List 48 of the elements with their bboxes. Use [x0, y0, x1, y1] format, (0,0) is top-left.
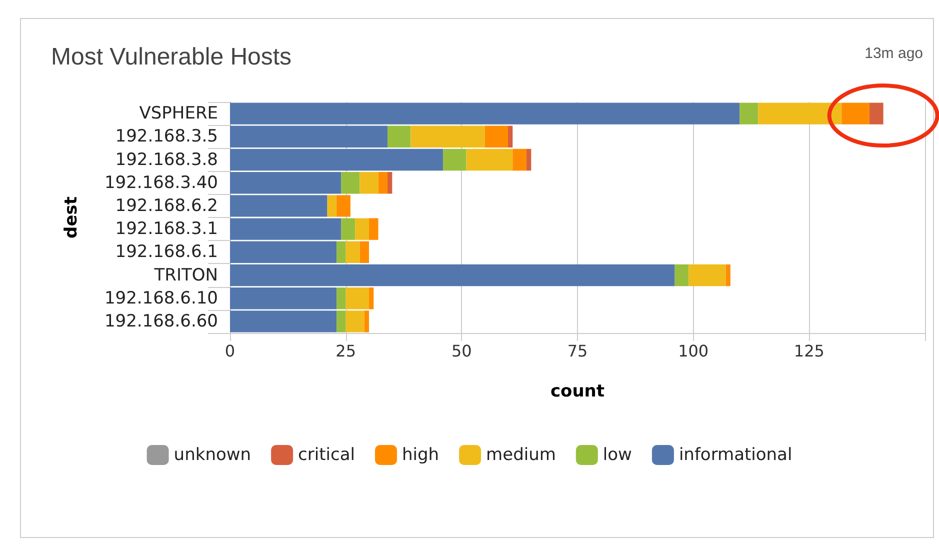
y-tick-label: 192.168.6.1: [115, 242, 218, 262]
legend-label: low: [602, 445, 632, 465]
chart-title: Most Vulnerable Hosts: [51, 44, 292, 70]
bar: [443, 148, 466, 171]
y-axis-title: dest: [62, 196, 82, 238]
y-tick-label: 192.168.3.1: [115, 219, 218, 240]
bar: [508, 126, 513, 148]
bar: [674, 264, 689, 286]
bar: [360, 241, 369, 264]
x-tick-label: 50: [451, 342, 472, 360]
bar: [360, 172, 378, 194]
bar: [369, 218, 378, 240]
legend-label: medium: [486, 445, 556, 465]
y-tick-label: 192.168.3.8: [115, 150, 218, 170]
bar: [327, 195, 337, 217]
bar: [526, 148, 532, 171]
x-tick-label: 75: [567, 342, 588, 360]
bar: [869, 102, 884, 124]
y-tick-label: TRITON: [153, 265, 218, 286]
x-tick-label: 100: [678, 342, 709, 360]
bar: [369, 287, 374, 310]
y-tick-label: 192.168.3.40: [104, 172, 218, 193]
bar: [378, 172, 388, 194]
legend-label: high: [402, 445, 440, 465]
legend-label: critical: [298, 445, 355, 465]
bar: [726, 264, 730, 286]
bar: [336, 195, 350, 217]
y-tick-label: VSPHERE: [139, 104, 218, 124]
legend-label: informational: [678, 445, 792, 465]
bar: [688, 264, 726, 286]
x-axis-title: count: [550, 382, 605, 402]
legend-label: unknown: [174, 445, 252, 465]
bar: [484, 126, 508, 148]
bar: [388, 126, 411, 148]
x-tick-label: 25: [336, 342, 356, 360]
y-tick-label: 192.168.6.10: [104, 288, 218, 308]
bar: [740, 102, 758, 124]
y-tick-label: 192.168.6.2: [115, 196, 218, 216]
bar: [512, 148, 527, 171]
bar: [842, 102, 870, 124]
bar: [364, 310, 369, 332]
x-tick-label: 0: [224, 342, 236, 360]
bar: [388, 172, 392, 194]
y-tick-label: 192.168.6.60: [104, 311, 218, 332]
y-tick-label: 192.168.3.5: [115, 126, 218, 147]
text: 13m ago: [864, 45, 923, 62]
x-tick-label: 125: [794, 342, 824, 360]
bar: [341, 172, 360, 194]
